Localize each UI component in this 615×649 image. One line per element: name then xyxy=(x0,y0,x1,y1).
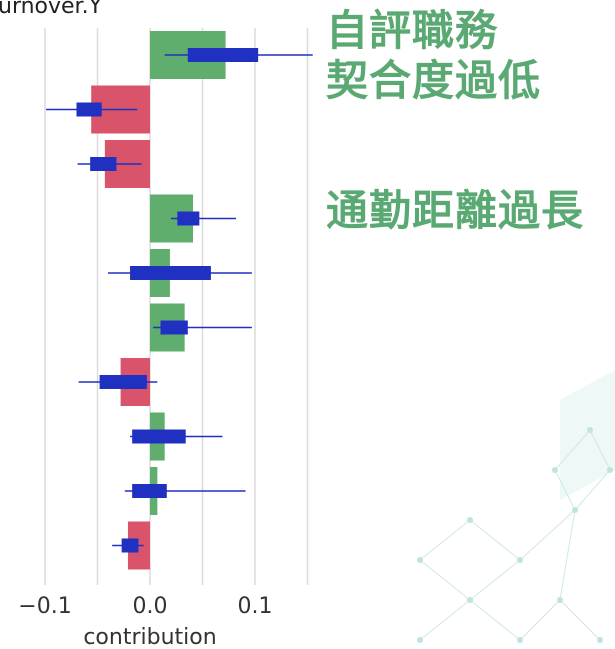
x-tick-label: 0.0 xyxy=(133,594,168,619)
decor-line xyxy=(419,599,471,641)
decor-line xyxy=(519,599,561,641)
interval-inner xyxy=(160,320,188,335)
decor-line xyxy=(469,559,521,601)
interval-inner xyxy=(99,375,147,389)
decor-hexagon xyxy=(560,370,615,500)
decor-node xyxy=(467,517,473,523)
decor-line xyxy=(469,599,521,641)
decor-line xyxy=(519,509,576,561)
interval-inner xyxy=(132,484,167,498)
decor-node xyxy=(607,467,613,473)
decor-node xyxy=(572,507,578,513)
decor-line xyxy=(559,509,576,601)
interval-inner xyxy=(177,211,200,226)
interval-inner xyxy=(90,157,117,171)
interval-inner xyxy=(130,266,211,280)
decor-node xyxy=(557,597,563,603)
x-tick-label: −0.1 xyxy=(18,594,71,619)
decor-node xyxy=(517,637,523,643)
decor-node xyxy=(597,637,603,643)
decor-line xyxy=(554,429,591,471)
x-tick-label: 0.1 xyxy=(238,594,273,619)
decor-line xyxy=(419,559,471,601)
decor-line xyxy=(574,469,611,511)
interval-inner xyxy=(132,429,186,444)
decor-line xyxy=(554,469,576,511)
decor-line xyxy=(589,429,611,471)
annotation-line: 通勤距離過長 xyxy=(326,186,585,235)
decor-line xyxy=(559,599,601,641)
annotation-line: 契合度過低 xyxy=(326,56,542,106)
x-axis-label: contribution xyxy=(83,625,216,649)
decor-node xyxy=(417,557,423,563)
decor-node xyxy=(517,557,523,563)
decor-node xyxy=(467,597,473,603)
annotation-long-commute: 通勤距離過長 xyxy=(326,186,584,236)
chart-title: urnover.Y xyxy=(0,0,103,19)
interval-inner xyxy=(76,102,102,117)
decor-node xyxy=(587,427,593,433)
annotation-low-job-fit: 自評職務 契合度過低 xyxy=(326,6,541,107)
interval-inner xyxy=(187,48,259,62)
decor-line xyxy=(469,519,521,561)
decor-line xyxy=(419,519,471,561)
decor-node xyxy=(552,467,558,473)
decor-node xyxy=(417,637,423,643)
interval-inner xyxy=(121,538,139,553)
annotation-line: 自評職務 xyxy=(326,6,499,55)
